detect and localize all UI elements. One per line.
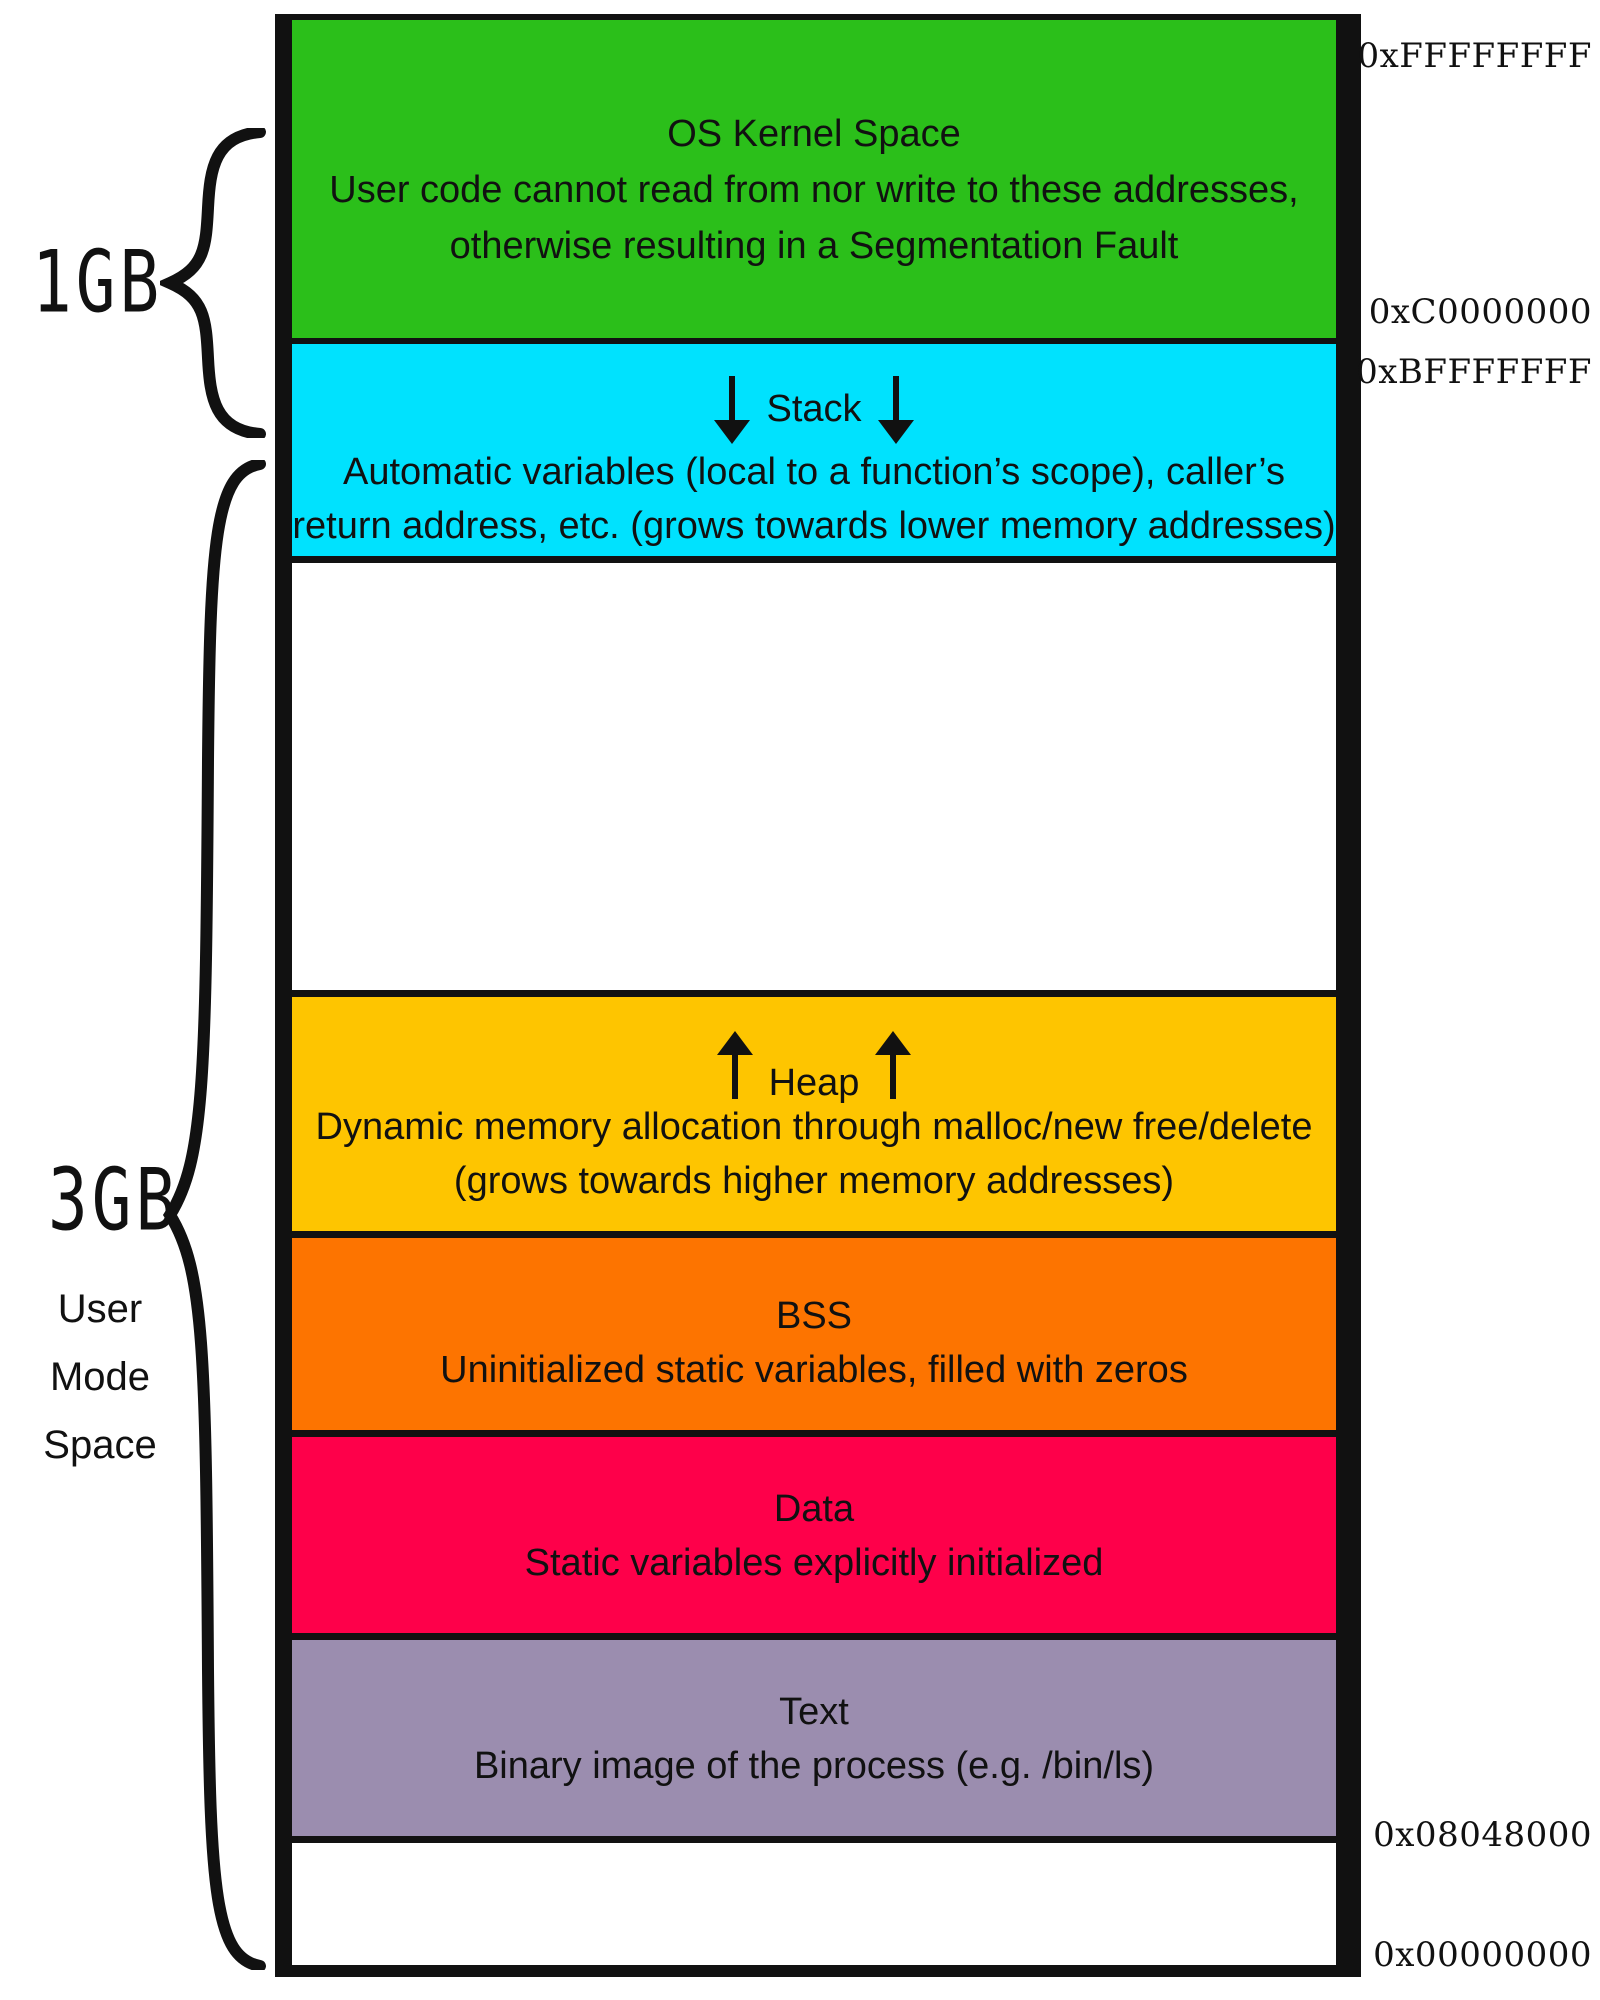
curly-brace-icon — [160, 128, 266, 438]
address-text-start: 0x08048000 — [1373, 1815, 1592, 1855]
arrow-up-icon — [716, 1031, 753, 1099]
kernel-space-line1: User code cannot read from nor write to … — [329, 169, 1299, 212]
address-kernel-start: 0xC0000000 — [1368, 292, 1592, 332]
kernel-space-segment: OS Kernel Space User code cannot read fr… — [292, 20, 1336, 338]
text-title: Text — [779, 1691, 849, 1733]
data-title: Data — [773, 1488, 855, 1530]
bss-segment: BSS Uninitialized static variables, fill… — [292, 1238, 1336, 1430]
data-line1: Static variables explicitly initialized — [524, 1541, 1104, 1584]
stack-segment: Stack Automatic variables (local to a fu… — [292, 344, 1336, 556]
kernel-space-line2: otherwise resulting in a Segmentation Fa… — [449, 225, 1179, 268]
address-user-end: 0xBFFFFFFF — [1356, 352, 1592, 392]
arrow-down-icon — [877, 376, 914, 444]
reserved-low-segment — [292, 1843, 1336, 1965]
heap-title-row: Heap — [715, 1029, 914, 1104]
kernel-space-title: OS Kernel Space — [667, 113, 961, 155]
arrow-down-icon — [714, 376, 751, 444]
heap-title: Heap — [768, 1062, 860, 1105]
heap-segment: Heap Dynamic memory allocation through m… — [292, 997, 1336, 1231]
data-segment: Data Static variables explicitly initial… — [292, 1437, 1336, 1633]
address-bottom: 0x00000000 — [1373, 1935, 1592, 1975]
unmapped-gap-segment — [292, 563, 1336, 990]
heap-line1: Dynamic memory allocation through malloc… — [315, 1106, 1313, 1148]
bss-line1: Uninitialized static variables, filled w… — [440, 1348, 1188, 1391]
text-line1: Binary image of the process (e.g. /bin/l… — [473, 1744, 1155, 1787]
stack-title: Stack — [766, 388, 862, 431]
kernel-size-label: 1GB — [32, 232, 164, 333]
stack-title-row: Stack — [712, 374, 915, 446]
user-mode-space-label: User Mode Space — [40, 1275, 160, 1479]
stack-line1: Automatic variables (local to a function… — [342, 451, 1285, 493]
curly-brace-icon — [162, 460, 266, 1970]
text-segment: Text Binary image of the process (e.g. /… — [292, 1640, 1336, 1836]
arrow-up-icon — [875, 1031, 912, 1099]
user-mode-space-line1: User — [57, 1287, 143, 1331]
heap-line2: (grows towards higher memory addresses) — [453, 1159, 1175, 1202]
bss-title: BSS — [775, 1295, 853, 1337]
stack-line2: return address, etc. (grows towards lowe… — [292, 504, 1336, 547]
address-top: 0xFFFFFFFF — [1357, 36, 1592, 76]
user-mode-space-line2: Mode — [49, 1355, 151, 1399]
user-size-label: 3GB — [48, 1150, 180, 1251]
user-mode-space-line3: Space — [43, 1423, 157, 1467]
